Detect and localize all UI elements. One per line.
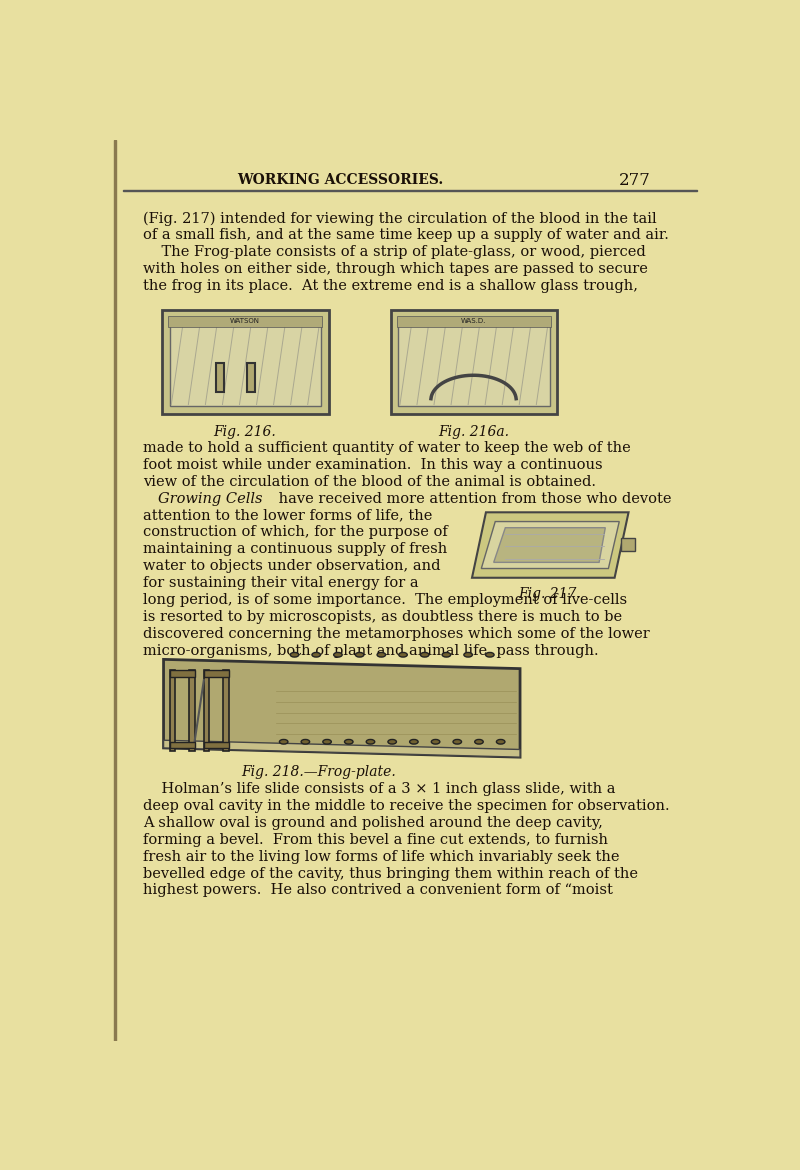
Text: Fig. 218.—Frog-plate.: Fig. 218.—Frog-plate.	[241, 765, 396, 779]
Polygon shape	[482, 522, 619, 569]
Bar	[621, 538, 634, 551]
Text: construction of which, for the purpose of: construction of which, for the purpose o…	[142, 525, 447, 539]
Ellipse shape	[377, 653, 386, 658]
Text: bevelled edge of the cavity, thus bringing them within reach of the: bevelled edge of the cavity, thus bringi…	[142, 867, 638, 881]
Polygon shape	[472, 512, 629, 578]
Ellipse shape	[323, 739, 331, 744]
Text: water to objects under observation, and: water to objects under observation, and	[142, 559, 440, 573]
Text: made to hold a sufficient quantity of water to keep the web of the: made to hold a sufficient quantity of wa…	[142, 441, 630, 455]
Ellipse shape	[497, 739, 505, 744]
Ellipse shape	[366, 739, 374, 744]
Text: Holman’s life slide consists of a 3 × 1 inch glass slide, with a: Holman’s life slide consists of a 3 × 1 …	[142, 782, 615, 796]
Polygon shape	[163, 660, 520, 757]
Text: have received more attention from those who devote: have received more attention from those …	[274, 491, 672, 505]
Ellipse shape	[431, 739, 440, 744]
Text: highest powers.  He also contrived a convenient form of “moist: highest powers. He also contrived a conv…	[142, 883, 613, 897]
Text: Fig. 216.: Fig. 216.	[214, 425, 276, 439]
Text: discovered concerning the metamorphoses which some of the lower: discovered concerning the metamorphoses …	[142, 627, 650, 641]
Bar	[204, 742, 229, 748]
Ellipse shape	[334, 653, 342, 658]
Text: foot moist while under examination.  In this way a continuous: foot moist while under examination. In t…	[142, 457, 602, 472]
Bar	[162, 310, 329, 414]
Ellipse shape	[474, 739, 483, 744]
Text: Fig. 216a.: Fig. 216a.	[438, 425, 509, 439]
Bar	[204, 670, 229, 677]
Bar	[247, 363, 255, 392]
Bar	[114, 140, 116, 1041]
Polygon shape	[163, 741, 520, 757]
Bar	[170, 670, 175, 751]
Polygon shape	[494, 528, 606, 563]
Ellipse shape	[410, 739, 418, 744]
Bar	[390, 310, 558, 414]
Text: fresh air to the living low forms of life which invariably seek the: fresh air to the living low forms of lif…	[142, 849, 619, 863]
Text: WORKING ACCESSORIES.: WORKING ACCESSORIES.	[237, 173, 443, 187]
Text: The Frog-plate consists of a strip of plate-glass, or wood, pierced: The Frog-plate consists of a strip of pl…	[142, 246, 646, 259]
Ellipse shape	[398, 653, 407, 658]
Ellipse shape	[312, 653, 321, 658]
Bar	[168, 316, 322, 326]
Text: of a small fish, and at the same time keep up a supply of water and air.: of a small fish, and at the same time ke…	[142, 228, 669, 242]
Ellipse shape	[345, 739, 353, 744]
Text: forming a bevel.  From this bevel a fine cut extends, to furnish: forming a bevel. From this bevel a fine …	[142, 833, 608, 847]
Bar	[170, 317, 321, 406]
Text: maintaining a continuous supply of fresh: maintaining a continuous supply of fresh	[142, 543, 447, 557]
Ellipse shape	[290, 653, 298, 658]
Text: for sustaining their vital energy for a: for sustaining their vital energy for a	[142, 576, 418, 590]
Text: (Fig. 217) intended for viewing the circulation of the blood in the tail: (Fig. 217) intended for viewing the circ…	[142, 212, 656, 226]
Ellipse shape	[464, 653, 472, 658]
Ellipse shape	[279, 739, 288, 744]
Ellipse shape	[442, 653, 450, 658]
Ellipse shape	[421, 653, 429, 658]
Ellipse shape	[388, 739, 397, 744]
Text: Growing Cells: Growing Cells	[158, 491, 262, 505]
Text: WATSON: WATSON	[230, 318, 260, 324]
Ellipse shape	[453, 739, 462, 744]
Ellipse shape	[355, 653, 364, 658]
Bar	[204, 670, 210, 751]
Text: Fig. 217.: Fig. 217.	[518, 587, 581, 601]
Bar	[170, 670, 194, 677]
Text: is resorted to by microscopists, as doubtless there is much to be: is resorted to by microscopists, as doub…	[142, 610, 622, 624]
Ellipse shape	[486, 653, 494, 658]
Text: 277: 277	[619, 172, 650, 188]
Bar	[397, 316, 551, 326]
Text: A shallow oval is ground and polished around the deep cavity,: A shallow oval is ground and polished ar…	[142, 815, 602, 830]
Bar	[170, 742, 194, 748]
Text: with holes on either side, through which tapes are passed to secure: with holes on either side, through which…	[142, 262, 647, 276]
Text: deep oval cavity in the middle to receive the specimen for observation.: deep oval cavity in the middle to receiv…	[142, 799, 670, 813]
Bar	[223, 670, 229, 751]
Text: long period, is of some importance.  The employment of live-cells: long period, is of some importance. The …	[142, 593, 626, 607]
Bar	[189, 670, 194, 751]
Bar	[216, 363, 224, 392]
Text: attention to the lower forms of life, the: attention to the lower forms of life, th…	[142, 509, 432, 523]
Text: micro-organisms, both of plant and animal life, pass through.: micro-organisms, both of plant and anima…	[142, 644, 598, 658]
Ellipse shape	[301, 739, 310, 744]
Text: view of the circulation of the blood of the animal is obtained.: view of the circulation of the blood of …	[142, 475, 596, 489]
Text: the frog in its place.  At the extreme end is a shallow glass trough,: the frog in its place. At the extreme en…	[142, 278, 638, 292]
Bar	[398, 317, 550, 406]
Text: WAS.D.: WAS.D.	[461, 318, 486, 324]
